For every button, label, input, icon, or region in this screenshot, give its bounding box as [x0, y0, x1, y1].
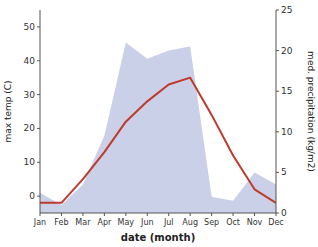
y-tick [37, 26, 40, 27]
y2-tick [276, 91, 279, 92]
chart: 0 10 20 30 40 50 0 5 10 15 20 25 Jan Feb Mar Apr May Jun J… [0, 0, 318, 247]
plot-area [40, 42, 276, 213]
x-tick-label: Mar [75, 218, 91, 227]
y2-tick-label: 0 [281, 208, 287, 218]
chart-container: 0 10 20 30 40 50 0 5 10 15 20 25 Jan Feb Mar Apr May Jun J… [0, 0, 318, 247]
y-tick-label: 0 [29, 191, 35, 201]
y-tick-label: 50 [24, 22, 36, 32]
y2-tick [276, 50, 279, 51]
y2-tick-label: 20 [281, 46, 293, 56]
x-tick [190, 213, 191, 216]
y-tick-label: 40 [24, 56, 36, 66]
y2-tick [276, 172, 279, 173]
x-tick-label: Sep [204, 218, 219, 227]
y2-axis-line [276, 10, 277, 213]
x-tick-label: Apr [97, 218, 112, 227]
y-tick [37, 94, 40, 95]
x-tick [233, 213, 234, 216]
x-axis-label: date (month) [121, 232, 195, 243]
x-tick [82, 213, 83, 216]
x-tick [168, 213, 169, 216]
x-tick-label: Feb [54, 218, 68, 227]
x-tick-label: Jul [163, 218, 174, 227]
x-tick-label: Aug [182, 218, 198, 227]
x-tick [125, 213, 126, 216]
x-tick [40, 213, 41, 216]
y-tick [37, 196, 40, 197]
x-tick-label: Jan [33, 218, 46, 227]
x-tick [276, 213, 277, 216]
temperature-line [40, 78, 276, 203]
precipitation-area [40, 42, 276, 213]
x-tick [147, 213, 148, 216]
x-tick [104, 213, 105, 216]
y-tick-label: 30 [24, 90, 36, 100]
y2-tick-label: 10 [281, 127, 293, 137]
y-tick-label: 20 [24, 123, 36, 133]
x-tick-label: Oct [226, 218, 240, 227]
y-axis-line [40, 10, 41, 213]
y2-tick-label: 25 [281, 5, 292, 15]
y-axis-label: max temp (C) [3, 80, 13, 142]
y-tick [37, 60, 40, 61]
y2-tick-label: 15 [281, 86, 292, 96]
x-tick-label: Jun [140, 218, 154, 227]
y2-tick-label: 5 [281, 167, 287, 177]
x-tick-label: May [118, 218, 135, 227]
x-tick-label: Nov [247, 218, 263, 227]
y2-tick [276, 10, 279, 11]
x-tick [61, 213, 62, 216]
y-tick-label: 10 [24, 157, 36, 167]
y-tick [37, 128, 40, 129]
x-tick [211, 213, 212, 216]
y-tick [37, 162, 40, 163]
x-tick-label: Dec [268, 218, 283, 227]
x-tick [254, 213, 255, 216]
y2-axis-label: med. precipitation (kg/m2) [306, 51, 316, 172]
x-axis-line [40, 213, 276, 214]
y2-tick [276, 131, 279, 132]
